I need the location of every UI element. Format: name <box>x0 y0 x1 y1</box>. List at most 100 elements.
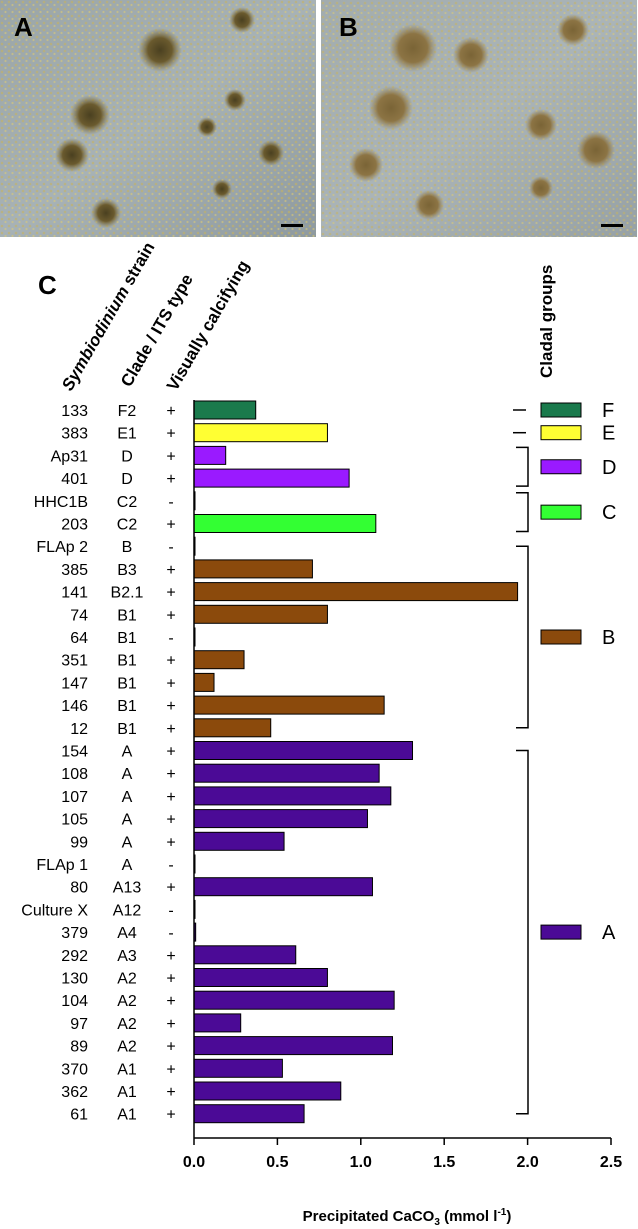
group-label: E <box>602 423 615 445</box>
strain-label: 89 <box>70 1039 88 1056</box>
its-type-label: B2.1 <box>111 585 144 602</box>
group-swatch <box>540 459 582 475</box>
strain-label: 146 <box>61 698 88 715</box>
strain-label: 379 <box>61 925 88 942</box>
bar <box>193 786 392 806</box>
calcifying-mark: + <box>166 789 175 806</box>
x-tick-label: 1.5 <box>433 1154 455 1171</box>
strain-label: 141 <box>61 585 88 602</box>
its-type-label: A2 <box>117 971 137 988</box>
calcifying-mark: + <box>166 698 175 715</box>
calcifying-mark: + <box>166 880 175 897</box>
calcifying-mark: + <box>166 1016 175 1033</box>
bar <box>193 468 350 488</box>
its-type-label: A <box>122 812 133 829</box>
calcifying-mark: + <box>166 562 175 579</box>
strain-label: 99 <box>70 834 88 851</box>
strain-label: Ap31 <box>51 448 88 465</box>
strain-label: 147 <box>61 675 88 692</box>
bar <box>193 423 328 443</box>
group-bracket <box>516 545 529 729</box>
strain-label: 292 <box>61 948 88 965</box>
group-bracket <box>516 749 529 1115</box>
bar <box>193 831 285 851</box>
its-type-label: D <box>121 471 133 488</box>
calcifying-mark: + <box>166 1107 175 1124</box>
bar <box>193 445 227 465</box>
its-type-label: B1 <box>117 630 137 647</box>
its-type-label: A1 <box>117 1061 137 1078</box>
calcifying-mark: + <box>166 1084 175 1101</box>
its-type-label: B1 <box>117 675 137 692</box>
calcifying-mark: + <box>166 653 175 670</box>
bar <box>193 672 215 692</box>
its-type-label: A12 <box>113 902 142 919</box>
group-bracket <box>516 446 529 487</box>
strain-label: 130 <box>61 971 88 988</box>
micrograph-panel-b: B <box>321 0 637 237</box>
strain-label: FLAp 2 <box>36 539 88 556</box>
strain-label: 61 <box>70 1107 88 1124</box>
panel-c-label: C <box>38 270 57 300</box>
x-tick-label: 0.0 <box>183 1154 205 1171</box>
micrograph-a-image <box>0 0 316 237</box>
calcifying-mark: - <box>168 494 173 511</box>
x-tick-label: 1.0 <box>350 1154 372 1171</box>
calcifying-mark: - <box>168 925 173 942</box>
group-bracket <box>516 492 529 533</box>
calcifying-mark: + <box>166 971 175 988</box>
its-type-label: A1 <box>117 1084 137 1101</box>
micrograph-panel-a: A <box>0 0 316 237</box>
its-type-label: D <box>121 448 133 465</box>
group-label: A <box>602 922 616 944</box>
group-label: D <box>602 457 616 479</box>
its-type-label: B1 <box>117 607 137 624</box>
strain-label: 154 <box>61 744 88 761</box>
calcifying-mark: + <box>166 403 175 420</box>
x-tick-label: 2.5 <box>600 1154 622 1171</box>
its-type-label: C2 <box>117 517 138 534</box>
calcifying-mark: + <box>166 471 175 488</box>
bar <box>193 400 257 420</box>
calcifying-mark: + <box>166 721 175 738</box>
calcifying-mark: + <box>166 1039 175 1056</box>
its-type-label: B3 <box>117 562 137 579</box>
its-type-label: A4 <box>117 925 137 942</box>
strain-label: 12 <box>70 721 88 738</box>
group-label: F <box>602 400 614 422</box>
bar <box>193 718 272 738</box>
strain-label: HHC1B <box>34 494 88 511</box>
calcifying-mark: + <box>166 675 175 692</box>
calcifying-mark: + <box>166 766 175 783</box>
group-swatch <box>540 629 582 645</box>
its-type-label: A13 <box>113 880 142 897</box>
strain-label: 370 <box>61 1061 88 1078</box>
bar <box>193 695 385 715</box>
calcifying-mark: + <box>166 948 175 965</box>
bar <box>193 1081 342 1101</box>
its-type-label: A2 <box>117 993 137 1010</box>
calcifying-mark: + <box>166 812 175 829</box>
calcifying-mark: - <box>168 630 173 647</box>
x-axis-label: Precipitated CaCO3 (mmol l-1) <box>303 1207 512 1228</box>
its-type-label: E1 <box>117 426 137 443</box>
group-swatch <box>540 504 582 520</box>
its-type-label: A2 <box>117 1039 137 1056</box>
bar <box>193 945 297 965</box>
calcifying-mark: - <box>168 857 173 874</box>
bar <box>193 809 368 829</box>
strain-label: 385 <box>61 562 88 579</box>
its-type-label: A <box>122 766 133 783</box>
strain-label: 105 <box>61 812 88 829</box>
panel-a-label: A <box>14 12 33 42</box>
bar <box>193 877 373 897</box>
strain-label: 97 <box>70 1016 88 1033</box>
bar <box>193 1104 305 1124</box>
calcifying-mark: + <box>166 744 175 761</box>
strain-label: 104 <box>61 993 88 1010</box>
calcifying-mark: - <box>168 539 173 556</box>
calcifying-mark: + <box>166 993 175 1010</box>
bar <box>193 604 328 624</box>
calcifying-mark: + <box>166 426 175 443</box>
its-type-label: A <box>122 857 133 874</box>
